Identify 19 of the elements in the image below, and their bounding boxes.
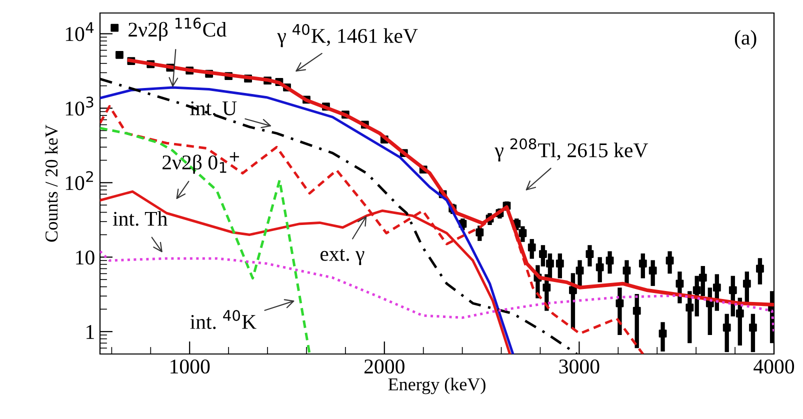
x-tick-label: 2000: [364, 359, 404, 374]
y-tick-label: 10$^{2}$: [66, 171, 93, 190]
annotation: ext. γ: [320, 248, 364, 266]
annotation: 2ν2β $^{116}$Cd: [128, 18, 226, 41]
y-tick-label: 10$^{3}$: [66, 96, 94, 116]
annotation: γ $^{208}$Tl, 2615 keV: [494, 138, 648, 162]
y-axis-title: Counts / 20 keV: [44, 124, 58, 242]
x-tick-label: 1000: [170, 359, 210, 374]
annotation: int. $^{40}$K: [190, 310, 256, 330]
x-axis-title: Energy (keV): [388, 378, 486, 394]
annotation: (a): [734, 30, 756, 49]
annotation: 2ν2β 0$_{1}$$^{+}$: [162, 152, 240, 174]
x-tick-label: 4000: [754, 359, 794, 374]
x-tick-label: 3000: [559, 359, 600, 374]
y-tick-label: 1: [86, 325, 94, 339]
y-tick-label: 10: [76, 250, 94, 265]
y-tick-label: 10$^{4}$: [66, 22, 94, 42]
annotation: γ $^{40}$K, 1461 keV: [277, 24, 418, 48]
annotation: int. Th: [112, 211, 168, 226]
